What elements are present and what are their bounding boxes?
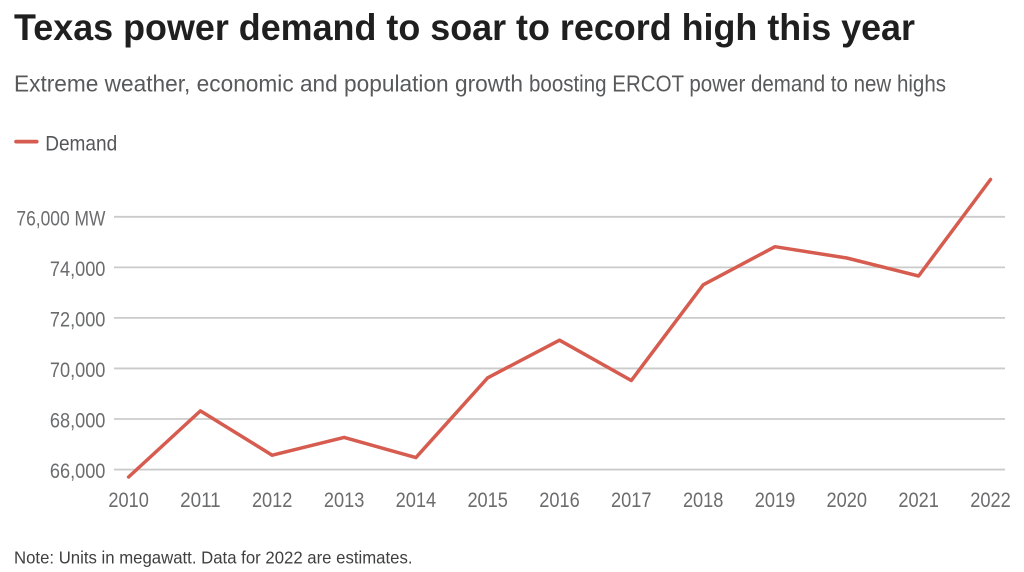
svg-text:74,000: 74,000	[50, 258, 106, 281]
svg-text:Extreme weather, economic and: Extreme weather, economic and population…	[14, 71, 523, 97]
svg-text:2011: 2011	[180, 488, 221, 512]
svg-text:2016: 2016	[539, 488, 580, 512]
svg-text:66,000: 66,000	[50, 460, 106, 483]
svg-text:2021: 2021	[898, 488, 939, 512]
svg-text:2010: 2010	[108, 488, 149, 512]
svg-text:2013: 2013	[324, 488, 365, 512]
svg-text:Demand: Demand	[45, 132, 117, 155]
svg-text:2022: 2022	[970, 488, 1011, 512]
svg-text:70,000: 70,000	[50, 359, 106, 382]
svg-text:Texas power demand to soar to: Texas power demand to soar to record hig…	[14, 7, 915, 48]
svg-text:72,000: 72,000	[50, 308, 106, 331]
svg-text:2014: 2014	[396, 488, 437, 512]
svg-text:2019: 2019	[755, 488, 796, 512]
svg-text:2017: 2017	[611, 488, 652, 512]
svg-text:boosting ERCOT power demand to: boosting ERCOT power demand to new highs	[529, 71, 946, 97]
svg-text:2020: 2020	[827, 488, 868, 512]
svg-text:2012: 2012	[252, 488, 293, 512]
svg-text:68,000: 68,000	[50, 410, 106, 433]
svg-text:Note: Units in megawatt. Data: Note: Units in megawatt. Data for 2022 a…	[14, 547, 413, 567]
svg-text:2018: 2018	[683, 488, 724, 512]
svg-text:2015: 2015	[467, 488, 508, 512]
svg-text:76,000 MW: 76,000 MW	[16, 207, 105, 230]
